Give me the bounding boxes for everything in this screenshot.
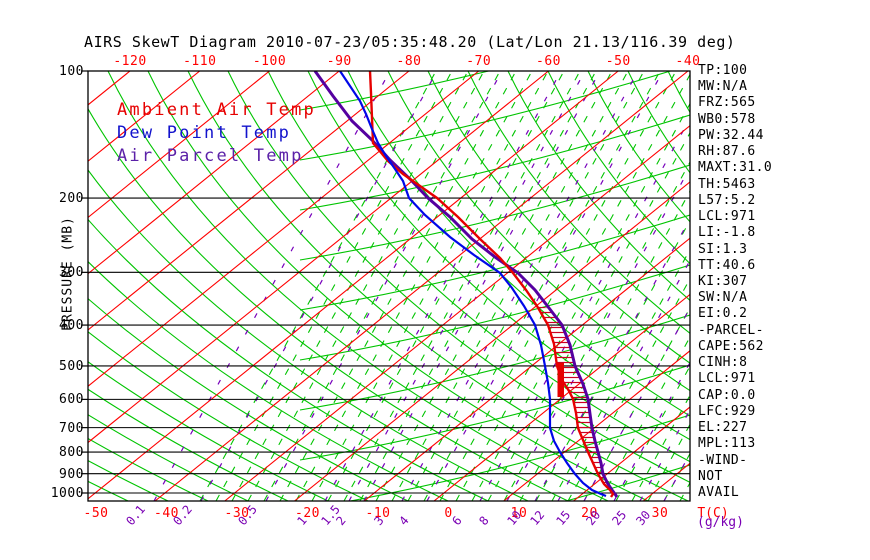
top-temp-tick: -80 bbox=[396, 54, 422, 69]
pressure-tick: 1000 bbox=[50, 486, 84, 501]
pressure-tick: 500 bbox=[59, 358, 84, 374]
dry-adiabat-grid bbox=[88, 71, 690, 501]
stats-row: -WIND- bbox=[698, 452, 748, 468]
pressure-tick-marks bbox=[81, 70, 88, 494]
mixing-unit-label: (g/kg) bbox=[697, 515, 744, 530]
pressure-tick: 800 bbox=[59, 445, 84, 461]
legend-ambient-air-temp: Ambient Air Temp bbox=[117, 100, 316, 120]
stats-row: TP:100 bbox=[698, 63, 748, 78]
bottom-temp-tick: 0 bbox=[444, 506, 453, 521]
isobar-grid bbox=[88, 71, 690, 494]
legend-air-parcel-temp: Air Parcel Temp bbox=[117, 146, 304, 166]
stats-row: SW:N/A bbox=[698, 290, 748, 306]
stats-row: CAP:0.0 bbox=[698, 387, 756, 403]
stats-row: NOT bbox=[698, 468, 723, 484]
pressure-tick: 700 bbox=[59, 420, 84, 436]
stats-row: MPL:113 bbox=[698, 436, 756, 452]
parcel-temp-curve bbox=[313, 71, 619, 498]
stats-row: L57:5.2 bbox=[698, 192, 756, 208]
stats-row: TH:5463 bbox=[698, 176, 756, 192]
stats-row: AVAIL bbox=[698, 484, 740, 500]
bottom-temp-tick: -10 bbox=[365, 506, 391, 521]
top-temp-tick: -120 bbox=[113, 54, 147, 69]
top-temp-tick: -40 bbox=[675, 54, 701, 69]
pressure-tick: 300 bbox=[59, 265, 84, 281]
pressure-tick: 200 bbox=[59, 191, 84, 207]
stats-row: CAPE:562 bbox=[698, 338, 764, 354]
stats-row: TT:40.6 bbox=[698, 257, 756, 273]
temp-unit-label: T(C) bbox=[697, 506, 729, 521]
top-temp-tick: -60 bbox=[536, 54, 561, 69]
bottom-temp-tick: -50 bbox=[83, 506, 109, 521]
bottom-temp-tick: 20 bbox=[581, 506, 598, 521]
moist-adiabat-grid bbox=[299, 71, 690, 501]
bottom-temp-tick: -30 bbox=[224, 506, 250, 521]
pressure-tick: 100 bbox=[59, 64, 84, 79]
stats-row: -PARCEL- bbox=[698, 322, 764, 338]
top-temp-tick: -100 bbox=[252, 54, 287, 69]
top-temp-tick: -70 bbox=[466, 54, 492, 69]
ambient-temp-curve bbox=[368, 71, 615, 498]
stats-row: EL:227 bbox=[698, 420, 748, 436]
stats-row: EI:0.2 bbox=[698, 306, 748, 322]
stats-row: LI:-1.8 bbox=[698, 225, 756, 241]
pressure-tick: 900 bbox=[59, 466, 84, 482]
stats-row: LFC:929 bbox=[698, 403, 756, 419]
stats-row: LCL:971 bbox=[698, 209, 756, 225]
stats-row: WB0:578 bbox=[698, 111, 756, 127]
plot-border bbox=[87, 70, 691, 502]
pressure-axis-title: PRESSURE (MB) bbox=[60, 216, 76, 331]
stats-row: CINH:8 bbox=[698, 355, 748, 371]
legend-dew-point-temp: Dew Point Temp bbox=[117, 123, 292, 143]
top-temp-tick: -110 bbox=[183, 54, 217, 69]
bottom-temp-tick: -20 bbox=[295, 506, 320, 521]
top-temp-tick: -50 bbox=[605, 54, 631, 69]
stats-row: RH:87.6 bbox=[698, 144, 756, 160]
saturation-dashed-grid bbox=[199, 71, 690, 501]
bottom-temp-tick: -40 bbox=[154, 506, 179, 521]
page-title: AIRS SkewT Diagram 2010-07-23/05:35:48.2… bbox=[84, 33, 736, 51]
pressure-tick: 600 bbox=[59, 392, 84, 408]
stats-row: SI:1.3 bbox=[698, 241, 748, 257]
skewt-grid bbox=[88, 71, 690, 501]
stats-row: PW:32.44 bbox=[698, 127, 764, 143]
stats-row: KI:307 bbox=[698, 273, 748, 289]
stats-row: MW:N/A bbox=[698, 79, 748, 95]
stats-row: FRZ:565 bbox=[698, 95, 756, 111]
stats-row: MAXT:31.0 bbox=[698, 160, 773, 176]
stats-row: LCL:971 bbox=[698, 371, 756, 387]
top-temp-tick: -90 bbox=[326, 54, 352, 69]
dewpoint-curve bbox=[339, 71, 607, 498]
pressure-tick: 400 bbox=[59, 318, 84, 334]
bottom-temp-tick: 30 bbox=[651, 506, 669, 521]
bottom-temp-tick: 10 bbox=[510, 506, 528, 521]
